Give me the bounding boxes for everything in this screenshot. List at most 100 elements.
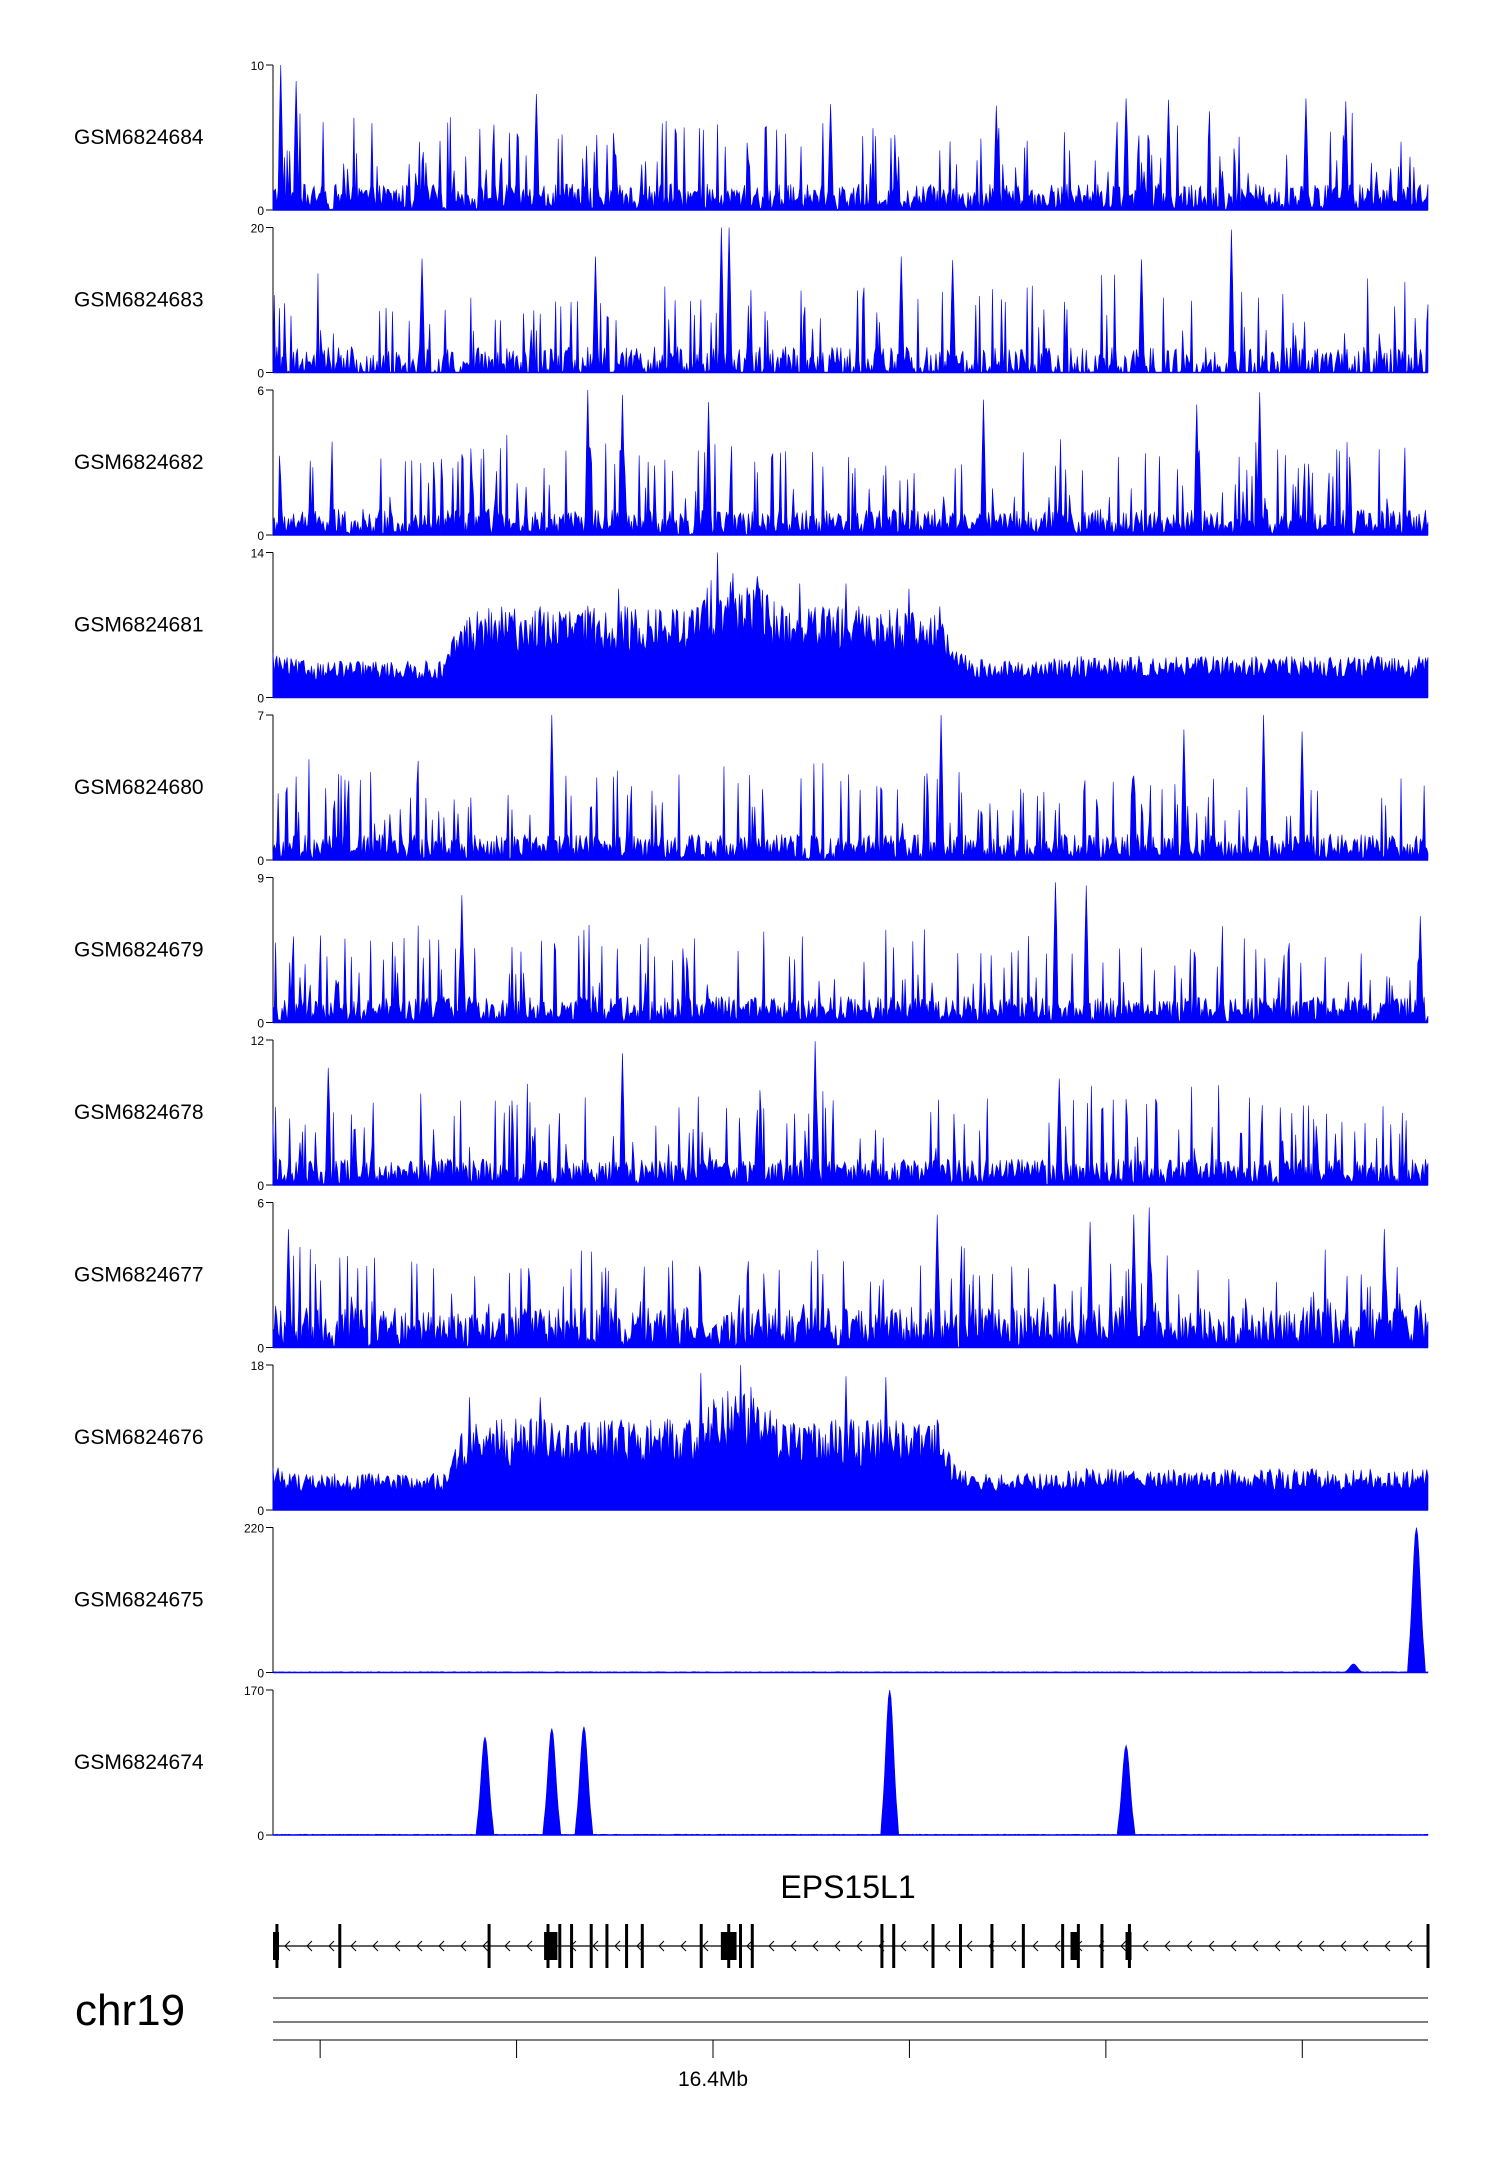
strand-arrow [1406, 1940, 1413, 1952]
strand-arrow [350, 1940, 357, 1952]
strand-arrow [658, 1940, 665, 1952]
strand-arrow [636, 1940, 643, 1952]
y-max-label: 220 [244, 1522, 264, 1536]
exon [880, 1924, 884, 1968]
strand-arrow [1142, 1940, 1149, 1952]
y-min-label: 0 [257, 1504, 264, 1518]
y-max-label: 14 [251, 547, 265, 561]
exon [570, 1924, 574, 1968]
exon [892, 1924, 896, 1968]
strand-arrow [834, 1940, 841, 1952]
y-max-label: 12 [251, 1034, 265, 1048]
strand-arrow [416, 1940, 423, 1952]
strand-arrow [394, 1940, 401, 1952]
track-name-label: GSM6824675 [74, 1589, 204, 1612]
signal-area-GSM6824679 [272, 882, 1429, 1024]
strand-arrow [812, 1940, 819, 1952]
track-GSM6824674: GSM6824674 170 0 [74, 1684, 1429, 1843]
exon [605, 1924, 609, 1968]
chromosome-label: chr19 [75, 1986, 185, 2035]
strand-arrow [1274, 1940, 1281, 1952]
strand-arrow [1296, 1940, 1303, 1952]
track-name-label: GSM6824684 [74, 126, 204, 149]
track-GSM6824678: GSM6824678 12 0 [74, 1034, 1429, 1193]
y-max-label: 9 [257, 872, 264, 886]
strand-arrow [592, 1940, 599, 1952]
strand-arrow [504, 1940, 511, 1952]
track-GSM6824677: GSM6824677 6 0 [74, 1197, 1429, 1356]
signal-area-GSM6824681 [272, 552, 1429, 698]
exon [1100, 1924, 1104, 1968]
strand-arrow [1010, 1940, 1017, 1952]
y-max-label: 20 [251, 222, 265, 236]
exon [625, 1924, 629, 1968]
strand-arrow [1230, 1940, 1237, 1952]
y-min-label: 0 [257, 1829, 264, 1843]
coding-exon [1070, 1932, 1079, 1960]
signal-area-GSM6824683 [272, 227, 1429, 374]
y-max-label: 18 [251, 1359, 265, 1373]
y-min-label: 0 [257, 692, 264, 706]
coding-exon [1125, 1932, 1132, 1960]
strand-arrow [328, 1940, 335, 1952]
exon [558, 1924, 562, 1968]
exon [640, 1924, 644, 1968]
exon [589, 1924, 593, 1968]
strand-arrow [768, 1940, 775, 1952]
strand-arrow [460, 1940, 467, 1952]
strand-arrow [306, 1940, 313, 1952]
strand-arrow [1186, 1940, 1193, 1952]
track-name-label: GSM6824676 [74, 1426, 204, 1449]
y-min-label: 0 [257, 854, 264, 868]
signal-area-GSM6824684 [272, 64, 1429, 211]
strand-arrow [614, 1940, 621, 1952]
exon [338, 1924, 342, 1968]
signal-area-GSM6824676 [272, 1364, 1429, 1511]
strand-arrow [284, 1940, 291, 1952]
gene-name-label: EPS15L1 [780, 1869, 915, 1905]
exon [1061, 1924, 1065, 1968]
signal-area-GSM6824680 [272, 714, 1429, 861]
exon [487, 1924, 491, 1968]
coding-exon [544, 1932, 558, 1960]
y-min-label: 0 [257, 1667, 264, 1681]
y-min-label: 0 [257, 1017, 264, 1031]
signal-area-GSM6824682 [272, 389, 1429, 536]
track-name-label: GSM6824680 [74, 776, 204, 799]
y-max-label: 6 [257, 1197, 264, 1211]
track-GSM6824681: GSM6824681 14 0 [74, 547, 1429, 706]
y-max-label: 7 [257, 709, 264, 723]
track-GSM6824683: GSM6824683 20 0 [74, 222, 1429, 381]
strand-arrow [372, 1940, 379, 1952]
exon [1426, 1924, 1430, 1968]
strand-arrow [1252, 1940, 1259, 1952]
exon [739, 1924, 742, 1968]
coding-exon [273, 1932, 279, 1960]
track-GSM6824679: GSM6824679 9 0 [74, 872, 1429, 1031]
strand-arrow [680, 1940, 687, 1952]
track-name-label: GSM6824681 [74, 614, 204, 637]
y-max-label: 10 [251, 59, 265, 73]
strand-arrow [1362, 1940, 1369, 1952]
strand-arrow [1054, 1940, 1061, 1952]
axis-tick-label: 16.4Mb [678, 2068, 748, 2091]
strand-arrow [922, 1940, 929, 1952]
strand-arrow [1318, 1940, 1325, 1952]
track-name-label: GSM6824682 [74, 451, 204, 474]
strand-arrow [944, 1940, 951, 1952]
y-min-label: 0 [257, 204, 264, 218]
signal-area-GSM6824678 [272, 1041, 1429, 1186]
strand-arrow [1384, 1940, 1391, 1952]
exon [699, 1924, 703, 1968]
strand-arrow [526, 1940, 533, 1952]
y-min-label: 0 [257, 1179, 264, 1193]
strand-arrow [1164, 1940, 1171, 1952]
strand-arrow [1340, 1940, 1347, 1952]
exon [959, 1924, 962, 1968]
genomic-axis: chr19 16.4Mb [75, 1986, 1428, 2091]
strand-arrow [482, 1940, 489, 1952]
track-name-label: GSM6824679 [74, 939, 204, 962]
y-max-label: 170 [244, 1684, 264, 1698]
strand-arrow [1032, 1940, 1039, 1952]
